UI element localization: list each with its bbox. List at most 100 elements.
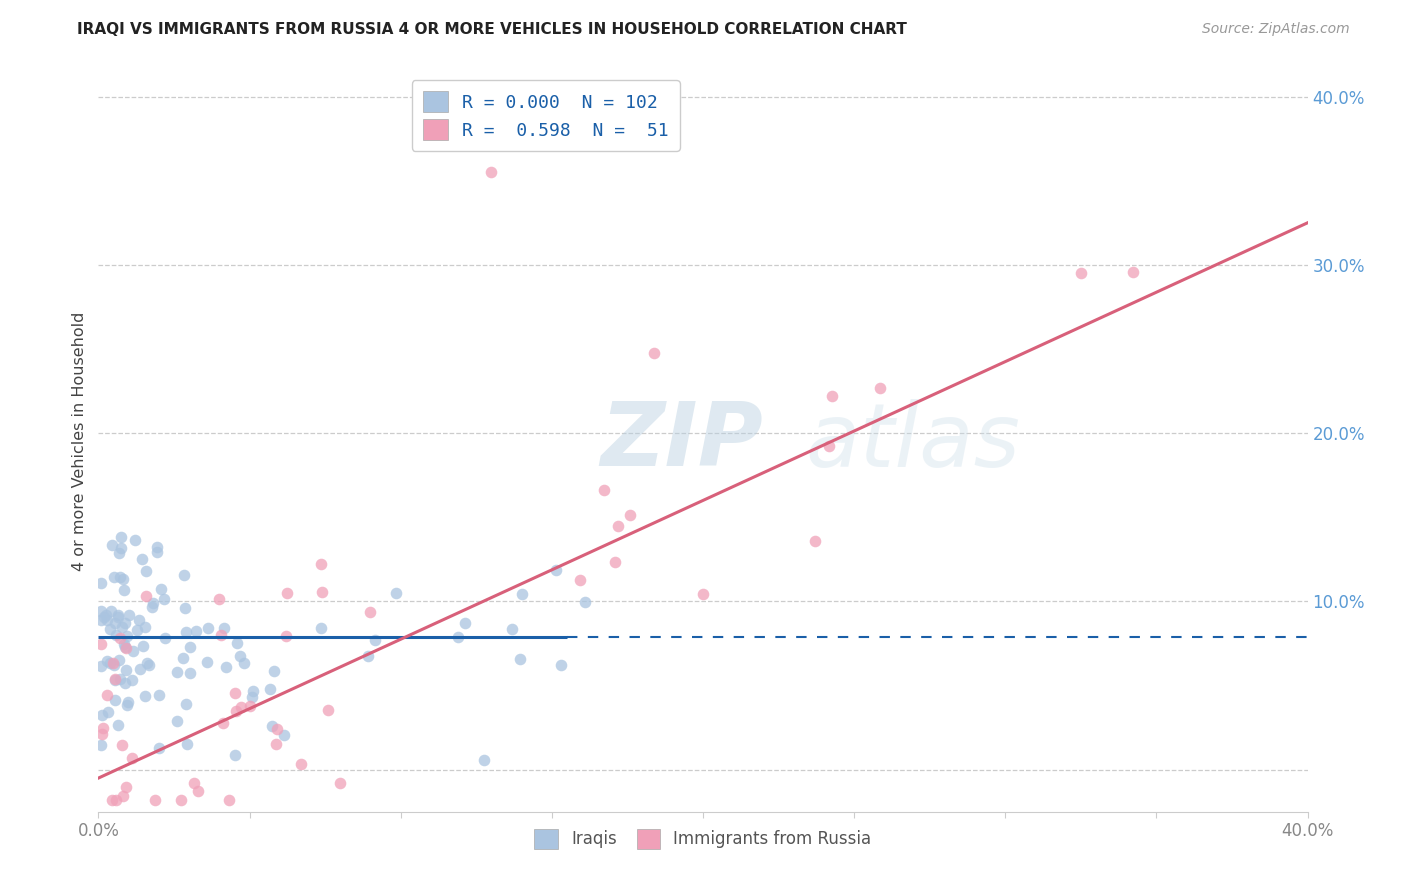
Point bbox=[141, 599, 163, 614]
Point bbox=[134, 689, 156, 703]
Point bbox=[231, 700, 253, 714]
Point bbox=[179, 666, 201, 681]
Point bbox=[132, 639, 155, 653]
Point bbox=[128, 662, 150, 676]
Legend: Iraqis, Immigrants from Russia: Iraqis, Immigrants from Russia bbox=[527, 822, 879, 855]
Point bbox=[176, 738, 198, 752]
Point bbox=[90, 613, 112, 627]
Point bbox=[104, 615, 127, 630]
Point bbox=[135, 564, 157, 578]
Point bbox=[142, 596, 165, 610]
Point bbox=[114, 675, 136, 690]
Point bbox=[1070, 266, 1092, 280]
Text: IRAQI VS IMMIGRANTS FROM RUSSIA 4 OR MORE VEHICLES IN HOUSEHOLD CORRELATION CHAR: IRAQI VS IMMIGRANTS FROM RUSSIA 4 OR MOR… bbox=[77, 22, 907, 37]
Point bbox=[510, 587, 533, 601]
Point bbox=[166, 665, 188, 679]
Point bbox=[218, 793, 240, 807]
Point bbox=[359, 605, 381, 619]
Point bbox=[138, 658, 160, 673]
Point bbox=[115, 663, 138, 677]
Point bbox=[104, 673, 127, 687]
Point bbox=[128, 613, 150, 627]
Point bbox=[148, 741, 170, 756]
Point bbox=[110, 738, 132, 752]
Point bbox=[117, 695, 139, 709]
Point bbox=[96, 654, 118, 668]
Point bbox=[145, 793, 167, 807]
Point bbox=[90, 658, 112, 673]
Point bbox=[229, 648, 252, 663]
Point bbox=[110, 530, 132, 544]
Point bbox=[150, 582, 173, 596]
Point bbox=[148, 689, 170, 703]
Point bbox=[103, 656, 125, 670]
Point bbox=[357, 648, 380, 663]
Point bbox=[212, 621, 235, 635]
Point bbox=[107, 653, 129, 667]
Point bbox=[98, 623, 121, 637]
Point bbox=[263, 664, 285, 678]
Point bbox=[114, 640, 136, 654]
Point bbox=[135, 589, 157, 603]
Point bbox=[643, 346, 665, 360]
Point bbox=[309, 558, 332, 572]
Point bbox=[224, 686, 246, 700]
Point bbox=[309, 621, 332, 635]
Point bbox=[115, 780, 138, 794]
Point bbox=[273, 728, 295, 742]
Point bbox=[107, 608, 129, 623]
Point bbox=[146, 545, 169, 559]
Point bbox=[134, 620, 156, 634]
Point bbox=[224, 748, 246, 763]
Point bbox=[96, 613, 118, 627]
Point bbox=[172, 650, 194, 665]
Point bbox=[260, 718, 283, 732]
Text: Source: ZipAtlas.com: Source: ZipAtlas.com bbox=[1202, 22, 1350, 37]
Point bbox=[472, 753, 495, 767]
Point bbox=[107, 609, 129, 624]
Point bbox=[166, 714, 188, 728]
Point bbox=[174, 624, 197, 639]
Point bbox=[544, 563, 567, 577]
Point bbox=[91, 727, 114, 741]
Point bbox=[592, 483, 614, 497]
Point bbox=[803, 533, 825, 548]
Point bbox=[90, 576, 112, 591]
Point bbox=[214, 660, 236, 674]
Point bbox=[619, 508, 641, 523]
Point bbox=[821, 389, 844, 403]
Point bbox=[112, 583, 135, 598]
Point bbox=[114, 615, 136, 630]
Point bbox=[208, 591, 231, 606]
Point bbox=[110, 672, 132, 686]
Point bbox=[131, 551, 153, 566]
Point bbox=[446, 630, 468, 644]
Point bbox=[94, 607, 117, 622]
Point bbox=[121, 673, 143, 687]
Point bbox=[174, 697, 197, 711]
Point bbox=[481, 165, 503, 179]
Text: ZIP: ZIP bbox=[600, 398, 763, 485]
Point bbox=[117, 629, 139, 643]
Point bbox=[103, 657, 125, 672]
Point bbox=[111, 789, 134, 804]
Point bbox=[111, 620, 134, 634]
Point bbox=[91, 721, 114, 735]
Point bbox=[184, 624, 207, 638]
Point bbox=[90, 604, 112, 618]
Point bbox=[869, 381, 891, 395]
Point bbox=[103, 570, 125, 584]
Point bbox=[110, 570, 132, 584]
Point bbox=[550, 658, 572, 673]
Point bbox=[290, 756, 312, 771]
Point bbox=[112, 637, 135, 651]
Point bbox=[124, 533, 146, 548]
Point bbox=[316, 703, 339, 717]
Point bbox=[122, 644, 145, 658]
Point bbox=[274, 630, 297, 644]
Point bbox=[97, 705, 120, 719]
Point bbox=[101, 793, 124, 807]
Point bbox=[501, 622, 523, 636]
Point bbox=[692, 587, 714, 601]
Point bbox=[98, 656, 121, 670]
